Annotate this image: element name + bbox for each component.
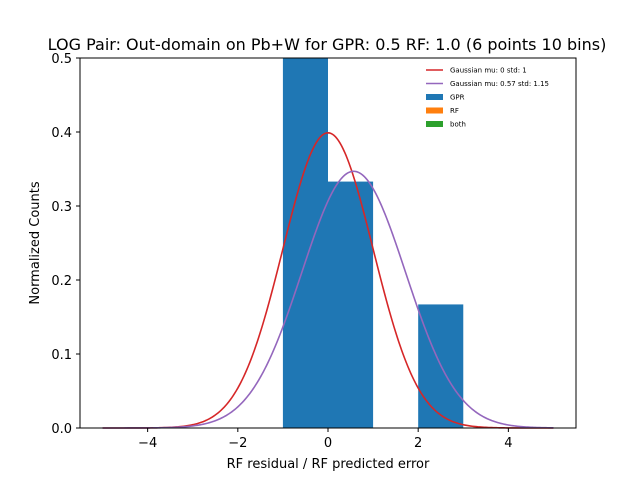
x-axis-label: RF residual / RF predicted error — [227, 457, 430, 472]
bars-group — [282, 58, 464, 428]
y-tick-label: 0.3 — [51, 200, 72, 215]
x-tick-label: 4 — [504, 436, 512, 451]
y-tick-label: 0.5 — [51, 52, 72, 67]
legend-patch-swatch — [426, 94, 443, 100]
y-tick-label: 0.0 — [51, 422, 72, 437]
chart-title: LOG Pair: Out-domain on Pb+W for GPR: 0.… — [48, 35, 607, 54]
y-tick-label: 0.1 — [51, 348, 72, 363]
y-axis-ticks: 0.0 0.1 0.2 0.3 0.4 0.5 — [51, 52, 80, 437]
histogram-bar-0 — [282, 58, 328, 428]
legend-patch-swatch — [426, 107, 443, 114]
legend-label: GPR — [450, 94, 465, 102]
x-tick-label: 2 — [414, 436, 422, 451]
x-tick-label: 0 — [324, 436, 332, 451]
histogram-bar-1 — [328, 181, 374, 428]
x-tick-label: −4 — [138, 436, 157, 451]
y-tick-label: 0.2 — [51, 274, 72, 289]
y-tick-label: 0.4 — [51, 126, 72, 141]
legend-label: RF — [450, 107, 459, 115]
legend: Gaussian mu: 0 std: 1 Gaussian mu: 0.57 s… — [426, 67, 549, 129]
gaussian-curve-1 — [102, 170, 554, 429]
legend-label: both — [450, 121, 466, 129]
curves-group — [102, 131, 554, 429]
legend-label: Gaussian mu: 0 std: 1 — [450, 67, 527, 75]
x-axis-ticks: −4 −2 0 2 4 — [138, 428, 513, 451]
legend-label: Gaussian mu: 0.57 std: 1.15 — [450, 80, 549, 88]
y-axis-label: Normalized Counts — [28, 181, 43, 304]
legend-patch-swatch — [426, 121, 443, 127]
x-tick-label: −2 — [228, 436, 247, 451]
